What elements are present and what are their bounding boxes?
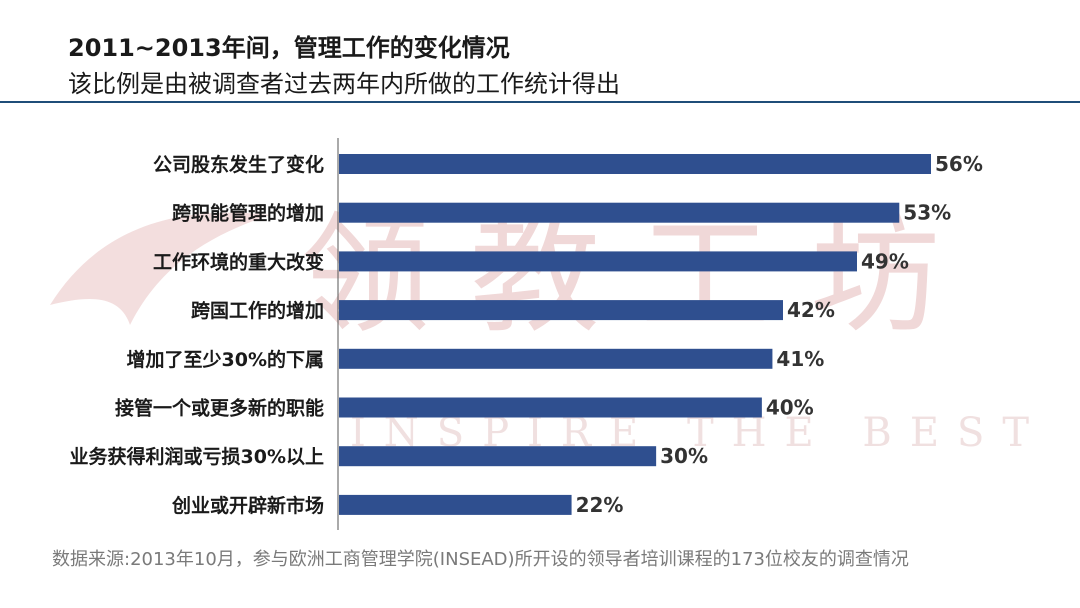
page-subtitle: 该比例是由被调查者过去两年内所做的工作统计得出 xyxy=(68,70,620,98)
value-label: 53% xyxy=(903,201,951,225)
category-label: 公司股东发生了变化 xyxy=(153,153,324,176)
value-label: 42% xyxy=(787,298,835,322)
bar xyxy=(339,348,773,369)
category-label: 工作环境的重大改变 xyxy=(153,250,324,273)
bar xyxy=(339,300,783,321)
category-label: 跨职能管理的增加 xyxy=(172,202,324,225)
bar xyxy=(339,202,900,223)
bar xyxy=(339,251,857,272)
header-divider xyxy=(0,101,1080,103)
page-title: 2011~2013年间，管理工作的变化情况 xyxy=(68,34,510,62)
bar xyxy=(339,154,931,174)
category-label: 跨国工作的增加 xyxy=(191,299,324,322)
bar-chart: 公司股东发生了变化 56% 跨职能管理的增加 53% 工作环境的重大改变 49% 跨国工作的… xyxy=(70,138,983,530)
value-label: 56% xyxy=(935,152,983,176)
value-label: 49% xyxy=(861,249,909,273)
value-label: 22% xyxy=(576,493,624,517)
bar xyxy=(339,446,657,467)
watermark-swoosh-icon xyxy=(50,212,270,325)
bar xyxy=(339,397,762,418)
category-label: 创业或开辟新市场 xyxy=(171,494,324,517)
source-note: 数据来源:2013年10月，参与欧洲工商管理学院(INSEAD)所开设的领导者培… xyxy=(52,549,909,570)
category-label: 增加了至少30%的下属 xyxy=(127,348,324,371)
value-label: 30% xyxy=(660,444,708,468)
value-label: 41% xyxy=(776,347,824,371)
category-label: 接管一个或更多新的职能 xyxy=(115,397,324,420)
bar xyxy=(339,494,572,515)
category-label: 业务获得利润或亏损30%以上 xyxy=(70,445,324,468)
value-label: 40% xyxy=(766,396,814,420)
watermark-logo: 领教工坊 xyxy=(300,199,981,351)
